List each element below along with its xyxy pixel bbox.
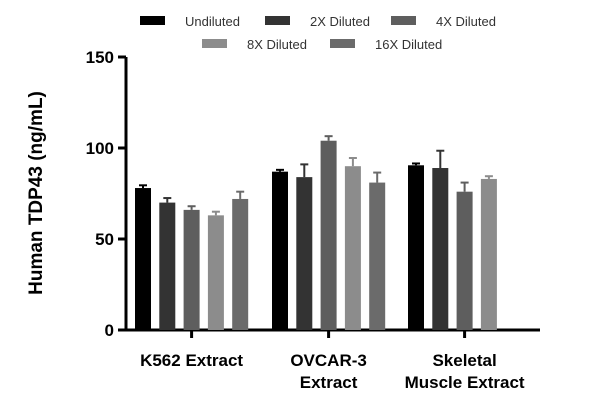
bar: [320, 140, 337, 330]
legend-swatch: [330, 39, 355, 48]
legend-label: 4X Diluted: [436, 14, 496, 29]
bar: [432, 168, 449, 330]
legend-label: 8X Diluted: [247, 37, 307, 52]
error-bars: [139, 135, 493, 216]
legend-swatch: [202, 39, 227, 48]
bar: [344, 166, 361, 330]
bar: [369, 182, 386, 330]
y-tick-label: 0: [105, 321, 114, 340]
x-tick-label: Extract: [300, 373, 358, 392]
bar: [408, 165, 424, 330]
bar: [296, 177, 313, 330]
legend: Undiluted 2X Diluted 4X Diluted 8X Diluted 1…: [140, 14, 496, 52]
bar: [135, 188, 151, 330]
y-tick-label: 50: [95, 230, 114, 249]
y-tick-label: 150: [86, 48, 114, 67]
legend-swatch: [265, 16, 290, 25]
legend-label: 2X Diluted: [310, 14, 370, 29]
legend-label: 16X Diluted: [375, 37, 442, 52]
bar: [272, 171, 288, 330]
legend-swatch: [140, 16, 165, 25]
y-tick-label: 100: [86, 139, 114, 158]
y-axis-label: Human TDP43 (ng/mL): [26, 91, 47, 295]
bar: [159, 202, 176, 330]
x-axis: K562 Extract OVCAR-3 Extract Skeletal Muscle…: [124, 328, 540, 392]
bars: [135, 140, 497, 330]
legend-swatch: [391, 16, 416, 25]
x-tick-label: K562 Extract: [140, 351, 243, 370]
x-tick-label: Muscle Extract: [405, 373, 525, 392]
legend-label: Undiluted: [185, 14, 240, 29]
y-axis: 0 50 100 150: [86, 48, 128, 340]
bar: [480, 178, 497, 330]
bar: [232, 198, 249, 330]
bar: [183, 209, 200, 330]
bar: [456, 191, 473, 330]
bar: [207, 215, 224, 330]
x-tick-label: Skeletal: [432, 351, 496, 370]
x-tick-label: OVCAR-3: [290, 351, 367, 370]
